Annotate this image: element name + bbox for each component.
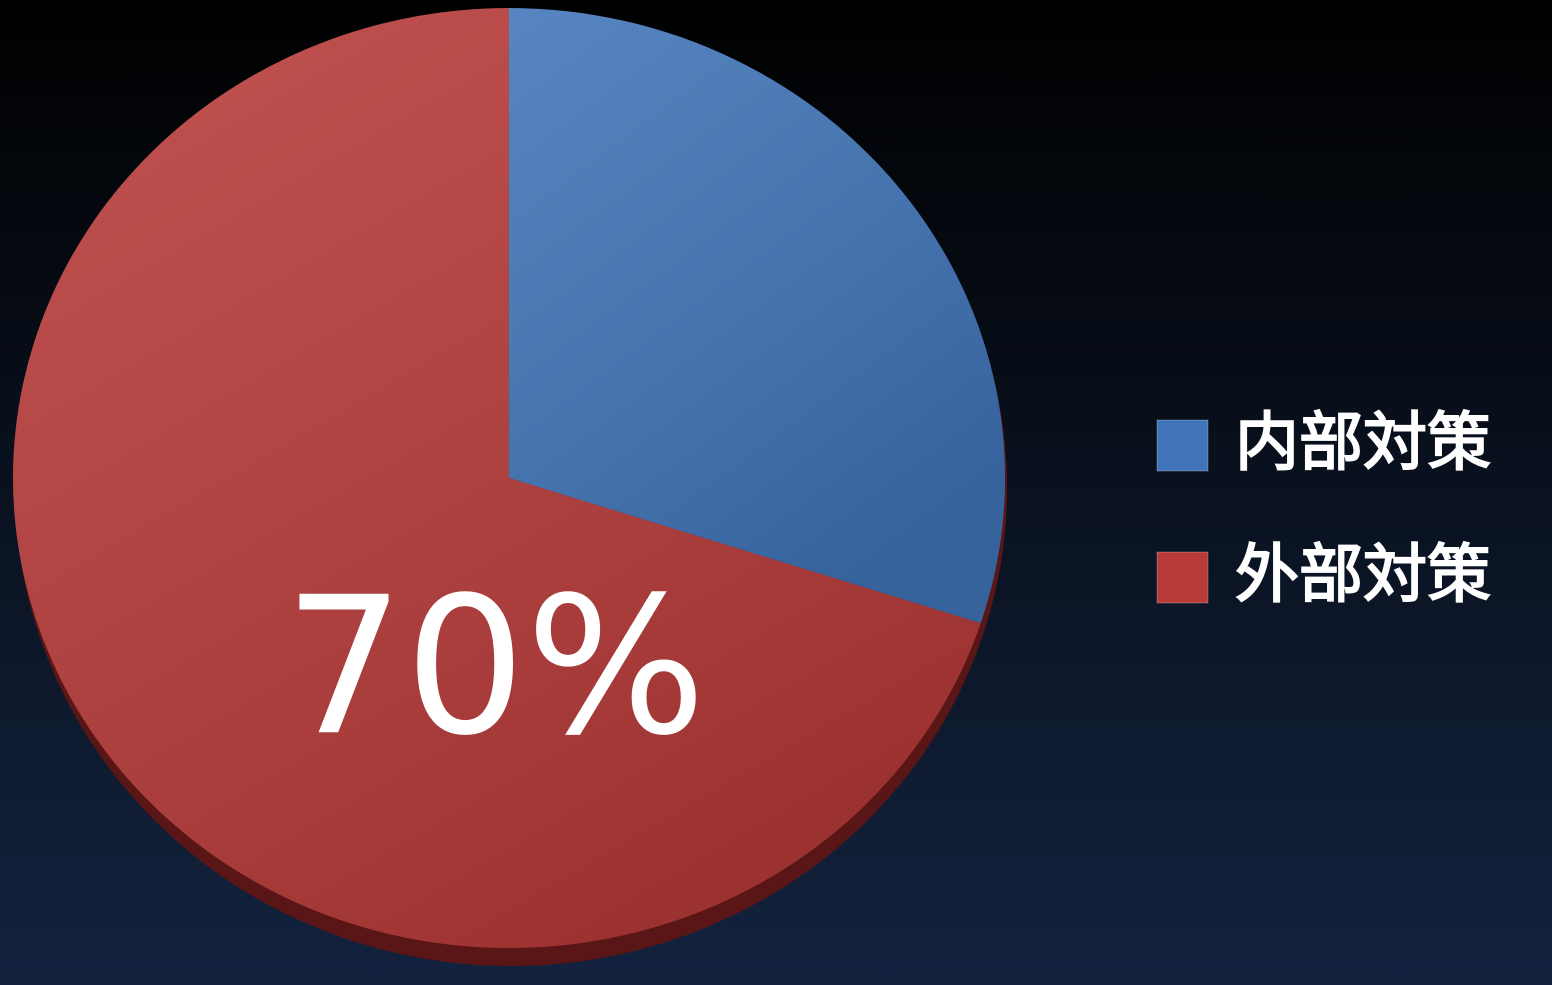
legend-swatch — [1156, 551, 1209, 604]
pie: 70% — [12, 8, 1005, 949]
value-label: 70% — [284, 556, 706, 777]
legend-label: 内部対策 — [1235, 407, 1491, 481]
legend-swatch — [1156, 419, 1209, 472]
legend-label: 外部対策 — [1235, 539, 1491, 613]
